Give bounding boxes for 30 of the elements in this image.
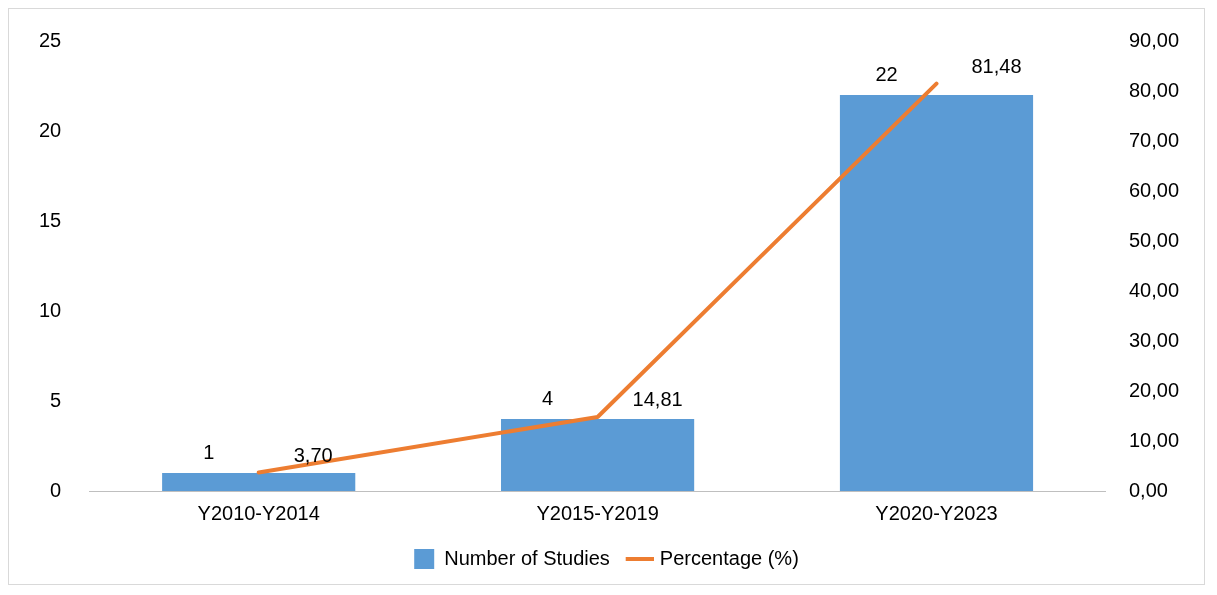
bar <box>501 419 695 491</box>
y-tick-label: 15 <box>39 208 62 231</box>
y-tick-label: 5 <box>50 388 62 411</box>
y2-tick-label: 60,00 <box>1128 178 1180 201</box>
y2-tick-label: 30,00 <box>1128 328 1180 351</box>
bar <box>162 473 356 491</box>
data-label: 1 <box>203 440 215 463</box>
x-tick-label: Y2020-Y2023 <box>875 501 998 524</box>
data-label: 3,70 <box>293 444 333 467</box>
data-label: 22 <box>875 62 898 85</box>
y-tick-label: 0 <box>50 478 62 501</box>
y-tick-label: 10 <box>39 298 62 321</box>
y2-tick-label: 40,00 <box>1128 278 1180 301</box>
legend-label: Number of Studies <box>444 546 610 569</box>
y2-tick-label: 0,00 <box>1128 478 1168 501</box>
bar <box>839 95 1034 491</box>
y2-tick-label: 50,00 <box>1128 228 1180 251</box>
x-tick-label: Y2010-Y2014 <box>197 501 320 524</box>
legend-label: Percentage (%) <box>659 546 799 569</box>
y2-tick-label: 10,00 <box>1128 428 1180 451</box>
data-label: 81,48 <box>971 55 1022 78</box>
y2-tick-label: 20,00 <box>1128 378 1180 401</box>
x-tick-label: Y2015-Y2019 <box>536 501 659 524</box>
y2-tick-label: 70,00 <box>1128 128 1180 151</box>
y2-tick-label: 80,00 <box>1128 78 1180 101</box>
data-label: 4 <box>542 386 554 409</box>
y-tick-label: 25 <box>39 28 62 51</box>
y-tick-label: 20 <box>39 118 62 141</box>
y2-tick-label: 90,00 <box>1128 28 1180 51</box>
data-label: 14,81 <box>632 388 683 411</box>
